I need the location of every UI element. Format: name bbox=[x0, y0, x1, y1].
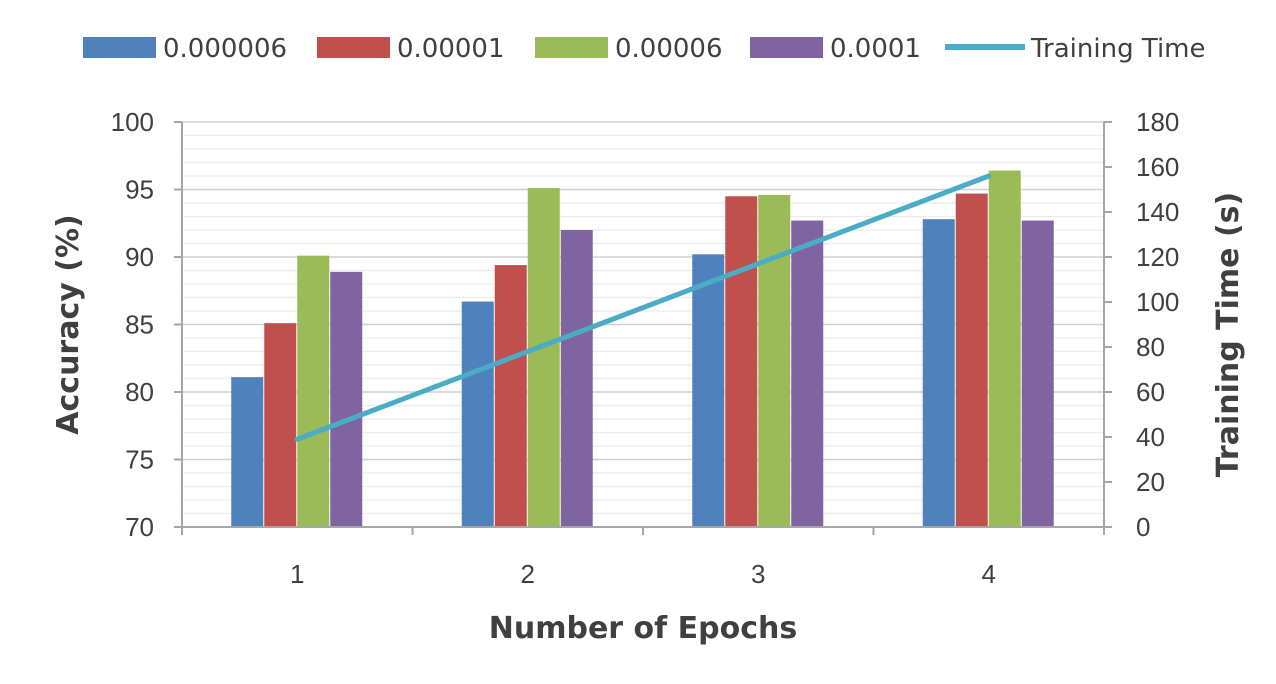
bar-0.00001-epoch-2 bbox=[494, 265, 527, 527]
bar-0.00006-epoch-3 bbox=[758, 194, 791, 527]
x-tick-label: 3 bbox=[751, 559, 765, 589]
x-axis-title: Number of Epochs bbox=[489, 611, 797, 646]
legend-item-0.00006: 0.00006 bbox=[535, 34, 723, 64]
legend: 0.000006 0.00001 0.00006 0.0001 Training Tim… bbox=[83, 34, 1205, 64]
y-tick-label: 70 bbox=[125, 512, 154, 542]
line-series-group bbox=[294, 173, 992, 442]
bar-0.00006-epoch-1 bbox=[297, 255, 330, 527]
legend-label: 0.00001 bbox=[397, 34, 505, 64]
bar-0.0001-epoch-2 bbox=[560, 230, 593, 527]
bar-0.00001-epoch-1 bbox=[264, 323, 297, 527]
legend-swatch bbox=[83, 37, 156, 58]
bar-0.0001-epoch-1 bbox=[330, 271, 363, 527]
x-tick-label: 2 bbox=[521, 559, 535, 589]
legend-label: Training Time bbox=[1030, 34, 1205, 64]
y-tick-label: 95 bbox=[125, 175, 154, 205]
legend-swatch bbox=[535, 37, 608, 58]
bar-series-group bbox=[231, 170, 1054, 528]
y2-tick-label: 0 bbox=[1136, 512, 1150, 542]
y2-tick-label: 180 bbox=[1136, 107, 1179, 137]
y-tick-label: 85 bbox=[125, 310, 154, 340]
y-tick-label: 80 bbox=[125, 377, 154, 407]
bar-0.0001-epoch-4 bbox=[1021, 220, 1054, 528]
bar-0.00006-epoch-2 bbox=[527, 188, 560, 527]
y2-tick-label: 140 bbox=[1136, 197, 1179, 227]
y2-tick-label: 40 bbox=[1136, 422, 1165, 452]
legend-item-Training Time: Training Time bbox=[945, 34, 1205, 64]
y2-tick-label: 80 bbox=[1136, 332, 1165, 362]
legend-swatch bbox=[317, 37, 390, 58]
y-tick-label: 90 bbox=[125, 242, 154, 272]
bar-0.000006-epoch-2 bbox=[461, 301, 494, 527]
bar-0.0001-epoch-3 bbox=[791, 220, 824, 528]
legend-item-0.0001: 0.0001 bbox=[750, 34, 921, 64]
training-time-line bbox=[294, 173, 992, 442]
tick-labels: 70 75 80 85 90 95 100 0 20 40 60 80 100 120 140 160 180 1… bbox=[111, 107, 1180, 589]
y-axis-title: Accuracy (%) bbox=[51, 214, 86, 434]
y-tick-label: 100 bbox=[111, 107, 154, 137]
y2-tick-label: 20 bbox=[1136, 467, 1165, 497]
x-tick-label: 1 bbox=[290, 559, 304, 589]
y2-tick-label: 160 bbox=[1136, 152, 1179, 182]
legend-label: 0.0001 bbox=[830, 34, 921, 64]
y2-axis-title: Training Time (s) bbox=[1211, 192, 1246, 477]
bar-0.00001-epoch-3 bbox=[725, 196, 758, 527]
bar-0.00006-epoch-4 bbox=[988, 170, 1021, 527]
legend-label: 0.000006 bbox=[163, 34, 287, 64]
bar-0.000006-epoch-4 bbox=[922, 219, 955, 527]
bar-0.00001-epoch-4 bbox=[955, 193, 988, 528]
y2-tick-label: 100 bbox=[1136, 287, 1179, 317]
legend-swatch bbox=[750, 37, 823, 58]
x-tick-label: 4 bbox=[982, 559, 996, 589]
axes bbox=[174, 121, 1112, 535]
y-tick-label: 75 bbox=[125, 445, 154, 475]
legend-item-0.00001: 0.00001 bbox=[317, 34, 505, 64]
legend-label: 0.00006 bbox=[615, 34, 723, 64]
bar-0.000006-epoch-3 bbox=[692, 254, 725, 528]
legend-item-0.000006: 0.000006 bbox=[83, 34, 287, 64]
bar-0.000006-epoch-1 bbox=[231, 377, 264, 527]
y2-tick-label: 60 bbox=[1136, 377, 1165, 407]
y2-tick-label: 120 bbox=[1136, 242, 1179, 272]
